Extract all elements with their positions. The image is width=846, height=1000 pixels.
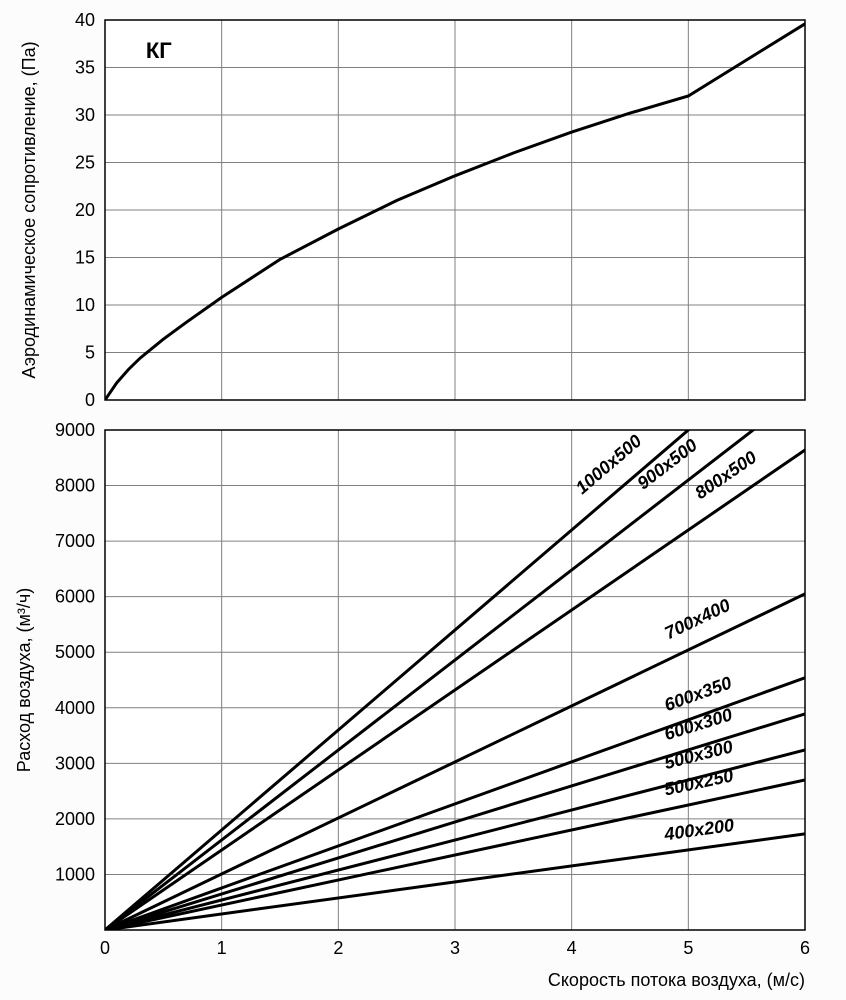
top-ytick-label: 25: [75, 153, 95, 173]
top-ytick-label: 40: [75, 10, 95, 30]
bottom-ytick-label: 8000: [55, 476, 95, 496]
top-ytick-label: 10: [75, 295, 95, 315]
bottom-ytick-label: 1000: [55, 864, 95, 884]
top-ytick-label: 5: [85, 343, 95, 363]
bottom-xtick-label: 5: [683, 938, 693, 958]
bottom-ytick-label: 9000: [55, 420, 95, 440]
bottom-ytick-label: 2000: [55, 809, 95, 829]
top-ytick-label: 35: [75, 58, 95, 78]
bottom-ytick-label: 5000: [55, 642, 95, 662]
charts-canvas: 0510152025303540Аэродинамическое сопроти…: [0, 0, 846, 1000]
bottom-ytick-label: 6000: [55, 587, 95, 607]
bottom-ytick-label: 3000: [55, 753, 95, 773]
bottom-ytick-label: 4000: [55, 698, 95, 718]
bottom-xtick-label: 6: [800, 938, 810, 958]
bottom-ytick-label: 7000: [55, 531, 95, 551]
bottom-xtick-label: 1: [217, 938, 227, 958]
top-y-axis-label: Аэродинамическое сопротивление, (Па): [19, 41, 39, 378]
bottom-y-axis-label: Расход воздуха, (м³/ч): [14, 588, 34, 772]
top-ytick-label: 30: [75, 105, 95, 125]
top-ytick-label: 20: [75, 200, 95, 220]
bottom-xtick-label: 2: [333, 938, 343, 958]
top-chart-title: КГ: [146, 38, 172, 63]
top-ytick-label: 0: [85, 390, 95, 410]
bottom-xtick-label: 3: [450, 938, 460, 958]
bottom-x-axis-label: Скорость потока воздуха, (м/с): [548, 970, 805, 990]
bottom-xtick-label: 0: [100, 938, 110, 958]
bottom-xtick-label: 4: [567, 938, 577, 958]
top-ytick-label: 15: [75, 248, 95, 268]
